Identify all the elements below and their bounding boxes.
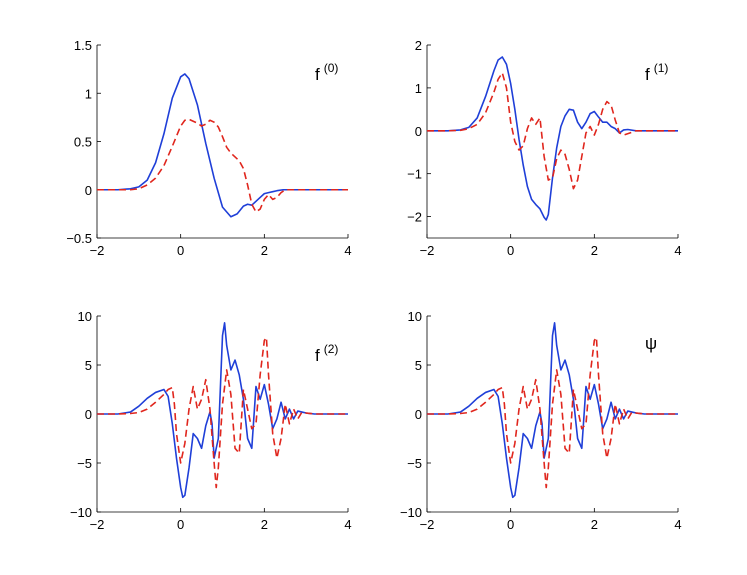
y-tick-label: 0 (415, 124, 422, 139)
solid-series-line (427, 322, 678, 499)
x-tick-label: 2 (261, 243, 268, 258)
x-tick-label: 0 (507, 517, 514, 532)
plot-panel-3: −2 0 2 4 −10 −5 0 5 10 f (2) (70, 309, 352, 532)
y-tick-label: 0.5 (74, 135, 92, 150)
x-tick-label: 0 (177, 517, 184, 532)
x-tick-label: 2 (261, 517, 268, 532)
dashed-series-line (97, 336, 348, 489)
y-tick-label: −5 (77, 456, 92, 471)
y-tick-label: 1 (415, 81, 422, 96)
x-tick-label: −2 (420, 517, 435, 532)
x-tick-label: −2 (90, 243, 105, 258)
y-tick-label: −10 (400, 505, 422, 520)
x-tick-label: 4 (674, 517, 681, 532)
y-tick-label: 5 (415, 358, 422, 373)
y-tick-label: 0 (85, 407, 92, 422)
y-tick-label: −1 (407, 167, 422, 182)
y-tick-label: 1.5 (74, 38, 92, 53)
y-tick-label: −5 (407, 456, 422, 471)
x-tick-label: 2 (591, 517, 598, 532)
y-tick-label: −2 (407, 210, 422, 225)
solid-series-line (97, 322, 348, 499)
solid-series-line (97, 73, 348, 218)
x-tick-label: 4 (344, 243, 351, 258)
x-tick-label: −2 (420, 243, 435, 258)
solid-series-line (427, 56, 678, 221)
panel-annotation: ψ (645, 334, 657, 353)
panel-annotation: f (1) (645, 61, 668, 84)
y-tick-label: 1 (85, 86, 92, 101)
x-tick-label: 4 (344, 517, 351, 532)
y-tick-label: 10 (408, 309, 422, 324)
panel-annotation: f (0) (315, 61, 338, 84)
x-tick-label: 0 (177, 243, 184, 258)
panel-annotation: f (2) (315, 342, 338, 365)
y-tick-label: −0.5 (66, 231, 92, 246)
y-tick-label: 10 (78, 309, 92, 324)
y-tick-label: 5 (85, 358, 92, 373)
y-tick-label: 0 (85, 183, 92, 198)
dashed-series-line (427, 336, 678, 489)
plot-panel-4: −2 0 2 4 −10 −5 0 5 10 ψ (400, 309, 682, 532)
dashed-series-line (427, 72, 678, 190)
y-tick-label: 2 (415, 38, 422, 53)
dashed-series-line (97, 118, 348, 213)
x-tick-label: 0 (507, 243, 514, 258)
x-tick-label: 2 (591, 243, 598, 258)
y-tick-label: 0 (415, 407, 422, 422)
y-tick-label: −10 (70, 505, 92, 520)
x-tick-label: 4 (674, 243, 681, 258)
plot-panel-2: −2 0 2 4 −2 −1 0 1 2 f (1) (407, 38, 681, 258)
x-tick-label: −2 (90, 517, 105, 532)
plot-panel-1: −2 0 2 4 −0.5 0 0.5 1 1.5 f (0) (66, 38, 351, 258)
